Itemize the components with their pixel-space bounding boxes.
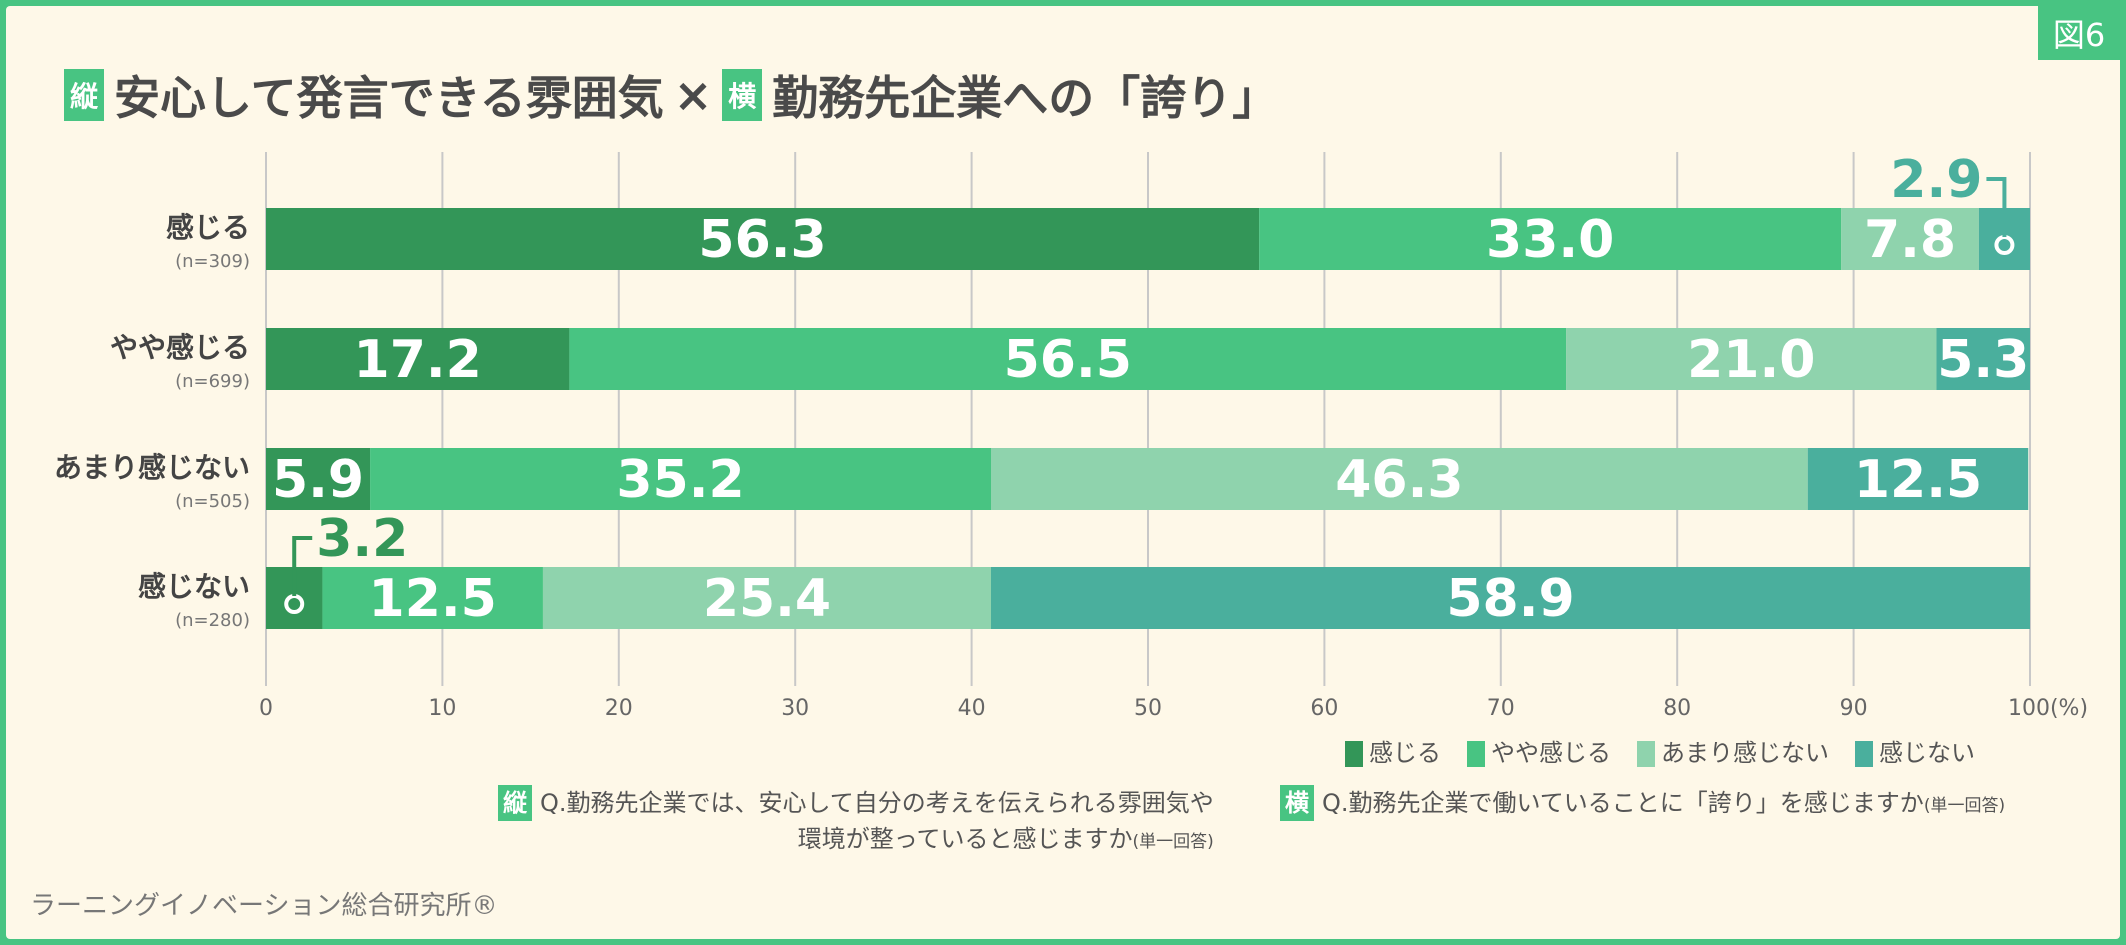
data-label: 12.5 bbox=[369, 569, 497, 629]
vertical-tag: 縦 bbox=[64, 69, 105, 121]
title-times: × bbox=[673, 68, 713, 122]
x-tick-label: 30 bbox=[781, 696, 809, 721]
data-label: 5.9 bbox=[272, 450, 364, 510]
brand-name: ラーニングイノベーション総合研究所® bbox=[30, 891, 498, 921]
data-label: 21.0 bbox=[1687, 330, 1815, 390]
x-tick-label: 20 bbox=[605, 696, 633, 721]
note-text: Q.勤務先企業で働いていることに「誇り」を感じますか bbox=[1322, 789, 1924, 817]
chart-title: 縦 安心して発言できる雰囲気 × 横 勤務先企業への「誇り」 bbox=[64, 62, 1278, 128]
legend: 感じる やや感じる あまり感じない 感じない bbox=[1345, 733, 1975, 768]
bar-segment bbox=[266, 448, 371, 510]
data-label: 3.2 bbox=[316, 509, 408, 569]
note-text: 環境が整っていると感じますか bbox=[797, 825, 1133, 853]
bar-segment bbox=[1566, 328, 1937, 390]
data-label: 46.3 bbox=[1335, 450, 1463, 510]
note-suffix: (単一回答) bbox=[1923, 796, 2006, 816]
title-part1: 安心して発言できる雰囲気 bbox=[114, 71, 664, 125]
legend-label: 感じる bbox=[1369, 739, 1441, 767]
x-tick-label: 100(%) bbox=[2008, 696, 2088, 721]
data-label: 35.2 bbox=[616, 450, 744, 510]
legend-label: やや感じる bbox=[1491, 739, 1611, 767]
data-label: 25.4 bbox=[703, 569, 831, 629]
bar-segment bbox=[991, 448, 1808, 510]
x-tick-label: 10 bbox=[428, 696, 456, 721]
bar-segment bbox=[1936, 328, 2030, 390]
data-label: 56.3 bbox=[698, 210, 826, 270]
legend-item: あまり感じない bbox=[1637, 733, 1829, 768]
x-tick-label: 50 bbox=[1134, 696, 1162, 721]
vertical-question-note: 縦 Q.勤務先企業では、安心して自分の考えを伝えられる雰囲気や 環境が整っていると… bbox=[498, 785, 1214, 860]
title-part2: 勤務先企業への「誇り」 bbox=[772, 71, 1279, 125]
bar-segment bbox=[1841, 208, 1979, 270]
bar-segment bbox=[1259, 208, 1842, 270]
x-tick-label: 80 bbox=[1663, 696, 1691, 721]
data-label: 58.9 bbox=[1446, 569, 1574, 629]
data-label: 56.5 bbox=[1004, 330, 1132, 390]
x-tick-label: 70 bbox=[1487, 696, 1515, 721]
bar-segment bbox=[991, 567, 2030, 629]
note-text: Q.勤務先企業では、安心して自分の考えを伝えられる雰囲気や bbox=[540, 789, 1214, 817]
legend-item: 感じない bbox=[1855, 733, 1975, 768]
x-tick-label: 0 bbox=[259, 696, 273, 721]
bar-segment bbox=[266, 328, 570, 390]
category-n-label: (n=699) bbox=[175, 371, 250, 392]
legend-item: やや感じる bbox=[1467, 733, 1611, 768]
callout-line bbox=[1986, 177, 2007, 237]
category-label: 感じない bbox=[138, 570, 250, 603]
legend-item: 感じる bbox=[1345, 733, 1441, 768]
vertical-tag: 縦 bbox=[498, 785, 532, 821]
category-n-label: (n=280) bbox=[175, 610, 250, 631]
bar-segment bbox=[266, 208, 1260, 270]
callout-line bbox=[292, 536, 313, 596]
category-label: やや感じる bbox=[110, 331, 250, 364]
bar-segment bbox=[322, 567, 543, 629]
note-suffix: (単一回答) bbox=[1132, 832, 1214, 852]
data-label: 7.8 bbox=[1864, 210, 1956, 270]
bar-segment bbox=[569, 328, 1567, 390]
horizontal-question-note: 横 Q.勤務先企業で働いていることに「誇り」を感じますか(単一回答) bbox=[1280, 785, 2005, 824]
figure-label: 図6 bbox=[2038, 6, 2120, 60]
data-label: 17.2 bbox=[354, 330, 482, 390]
bar-segment bbox=[370, 448, 992, 510]
x-tick-label: 90 bbox=[1840, 696, 1868, 721]
legend-swatch bbox=[1467, 741, 1485, 767]
bar-segment bbox=[542, 567, 992, 629]
data-label: 12.5 bbox=[1854, 450, 1982, 510]
data-label: 5.3 bbox=[1937, 330, 2029, 390]
horizontal-tag: 横 bbox=[1280, 785, 1314, 821]
data-label: 33.0 bbox=[1486, 210, 1614, 270]
legend-swatch bbox=[1345, 741, 1363, 767]
x-tick-label: 60 bbox=[1310, 696, 1338, 721]
category-label: あまり感じない bbox=[54, 451, 250, 484]
horizontal-tag: 横 bbox=[722, 69, 763, 121]
legend-label: 感じない bbox=[1879, 739, 1975, 767]
data-label: 2.9 bbox=[1890, 150, 1982, 210]
x-tick-label: 40 bbox=[958, 696, 986, 721]
legend-swatch bbox=[1855, 741, 1873, 767]
bar-segment bbox=[1807, 448, 2029, 510]
legend-swatch bbox=[1637, 741, 1655, 767]
legend-label: あまり感じない bbox=[1661, 739, 1829, 767]
category-n-label: (n=309) bbox=[175, 251, 250, 272]
category-n-label: (n=505) bbox=[175, 491, 250, 512]
category-label: 感じる bbox=[166, 211, 250, 244]
